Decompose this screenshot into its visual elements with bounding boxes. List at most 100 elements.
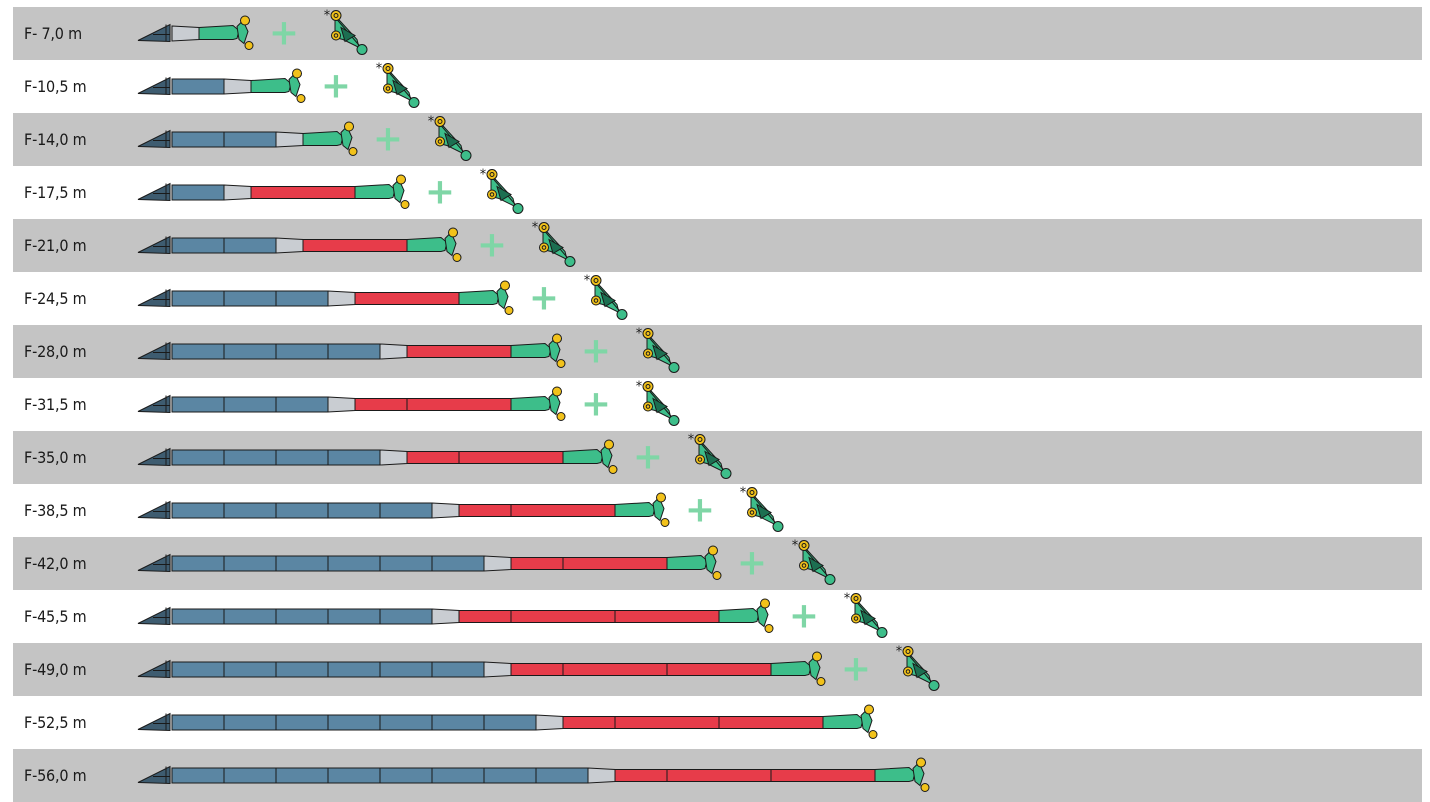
config-row: F-24,5 m	[13, 272, 1422, 325]
plus-icon: +	[581, 331, 611, 372]
config-length-label: F-21,0 m	[24, 236, 87, 255]
boom-pivot-icon	[137, 447, 171, 467]
sheave-icon	[552, 333, 562, 344]
boom-head-section	[770, 660, 812, 676]
fly-jib-extension-icon: *	[740, 486, 784, 532]
base-boom-section	[223, 714, 277, 731]
base-boom-section	[171, 290, 225, 307]
base-boom-section	[275, 290, 329, 307]
base-boom-section	[275, 502, 329, 519]
boom-pivot-icon	[137, 394, 171, 414]
plus-icon: +	[269, 13, 299, 54]
boom-head-section	[874, 766, 916, 782]
config-length-label: F-24,5 m	[24, 289, 87, 308]
intermediate-boom-section	[614, 769, 668, 782]
boom-assembly: + *	[137, 645, 940, 691]
asterisk-note: *	[636, 380, 643, 395]
transition-section	[223, 184, 252, 201]
boom-assembly: + *	[137, 327, 680, 373]
transition-section	[171, 25, 200, 42]
base-boom-section	[431, 555, 485, 572]
asterisk-note: *	[532, 221, 539, 236]
sheave-icon	[812, 651, 822, 662]
base-boom-section	[327, 555, 381, 572]
boom-assembly: + *	[137, 380, 680, 426]
fly-jib-extension-icon: *	[636, 380, 680, 426]
intermediate-boom-section	[562, 663, 668, 676]
fly-jib-extension-icon: *	[844, 592, 888, 638]
config-length-label: F- 7,0 m	[24, 24, 82, 43]
transition-section	[483, 555, 512, 572]
fly-jib-extension-icon: *	[792, 539, 836, 585]
base-boom-section	[223, 767, 277, 784]
base-boom-section	[379, 608, 433, 625]
base-boom-section	[379, 555, 433, 572]
config-length-label: F-31,5 m	[24, 395, 87, 414]
boom-head-section	[822, 713, 864, 729]
boom-head-section	[406, 236, 448, 252]
boom-pivot-icon	[137, 23, 171, 43]
base-boom-section	[171, 661, 225, 678]
base-boom-section	[171, 767, 225, 784]
config-row: F-31,5 m	[13, 378, 1422, 431]
transition-section	[223, 78, 252, 95]
base-boom-section	[327, 767, 381, 784]
boom-head-section	[302, 130, 344, 146]
fly-jib-extension-icon: *	[532, 221, 576, 267]
hook-icon	[868, 730, 878, 739]
intermediate-boom-section	[510, 610, 616, 623]
intermediate-boom-section	[510, 663, 564, 676]
config-row: F-17,5 m	[13, 166, 1422, 219]
plus-icon: +	[841, 649, 871, 690]
intermediate-boom-section	[354, 398, 408, 411]
config-length-label: F-49,0 m	[24, 660, 87, 679]
base-boom-section	[171, 555, 225, 572]
asterisk-note: *	[480, 168, 487, 183]
sheave-icon	[448, 227, 458, 238]
boom-pivot-icon	[137, 553, 171, 573]
asterisk-note: *	[636, 327, 643, 342]
base-boom-section	[171, 78, 225, 95]
intermediate-boom-section	[510, 557, 564, 570]
boom-pivot-icon	[137, 606, 171, 626]
boom-head-section	[354, 183, 396, 199]
base-boom-section	[223, 449, 277, 466]
intermediate-boom-section	[666, 769, 772, 782]
base-boom-section	[171, 449, 225, 466]
intermediate-boom-section	[770, 769, 876, 782]
base-boom-section	[327, 449, 381, 466]
base-boom-section	[223, 237, 277, 254]
boom-head-section	[250, 77, 292, 93]
intermediate-boom-section	[458, 504, 512, 517]
intermediate-boom-section	[458, 451, 564, 464]
base-boom-section	[327, 502, 381, 519]
hook-icon	[660, 518, 670, 527]
asterisk-note: *	[844, 592, 851, 607]
intermediate-boom-section	[302, 239, 408, 252]
intermediate-boom-section	[406, 345, 512, 358]
boom-assembly: + *	[137, 539, 836, 585]
sheave-icon	[656, 492, 666, 503]
hook-icon	[452, 253, 462, 262]
fly-jib-extension-icon: *	[584, 274, 628, 320]
sheave-icon	[500, 280, 510, 291]
base-boom-section	[223, 502, 277, 519]
hook-icon	[400, 200, 410, 209]
config-length-label: F-56,0 m	[24, 766, 87, 785]
base-boom-section	[275, 661, 329, 678]
hook-icon	[920, 783, 930, 792]
asterisk-note: *	[376, 62, 383, 77]
base-boom-section	[275, 555, 329, 572]
boom-assembly: + *	[137, 592, 888, 638]
intermediate-boom-section	[614, 610, 720, 623]
plus-icon: +	[477, 225, 507, 266]
fly-jib-extension-icon: *	[376, 62, 420, 108]
sheave-icon	[760, 598, 770, 609]
boom-head-section	[718, 607, 760, 623]
base-boom-section	[171, 396, 225, 413]
base-boom-section	[171, 608, 225, 625]
base-boom-section	[379, 767, 433, 784]
transition-section	[431, 608, 460, 625]
